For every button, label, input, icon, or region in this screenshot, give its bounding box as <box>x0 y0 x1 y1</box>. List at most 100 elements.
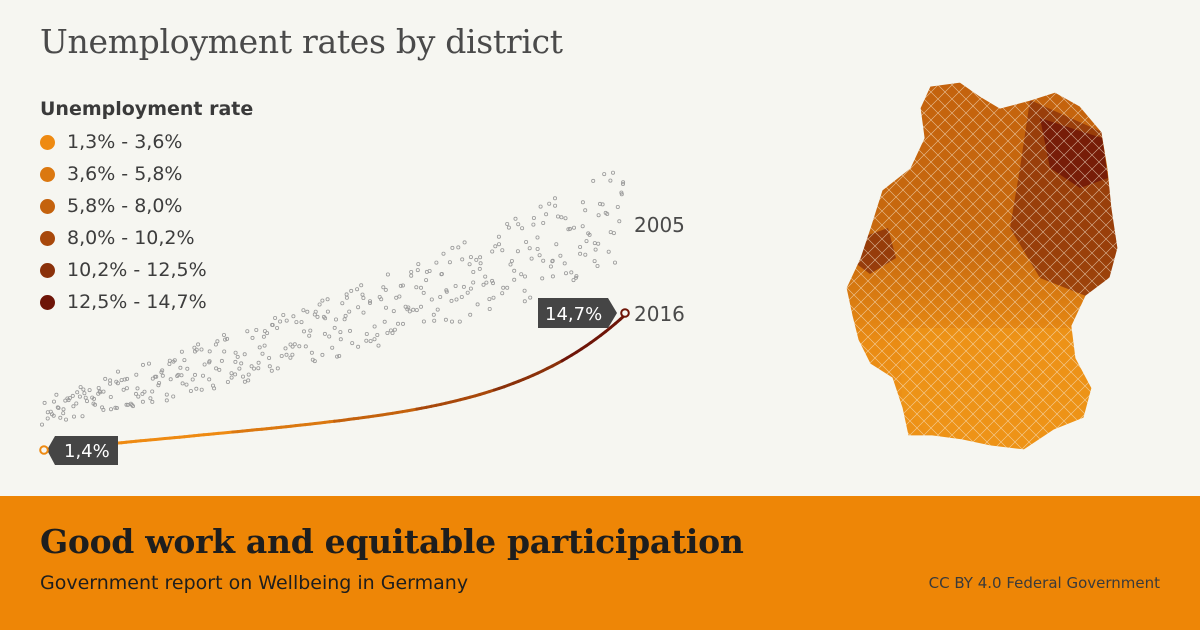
point-2005 <box>481 282 486 287</box>
series-label-2005: 2005 <box>634 213 685 237</box>
point-2005 <box>265 331 270 336</box>
point-2005 <box>596 241 601 246</box>
point-2005 <box>190 377 195 382</box>
point-2005 <box>261 334 266 339</box>
point-2005 <box>182 358 187 363</box>
point-2005 <box>278 319 283 324</box>
point-2005 <box>116 369 121 374</box>
point-2005 <box>592 241 597 246</box>
point-2005 <box>390 330 395 335</box>
point-2005 <box>449 319 454 324</box>
point-2005 <box>531 222 536 227</box>
point-2005 <box>347 309 352 314</box>
point-2005 <box>257 345 262 350</box>
series-label-2016: 2016 <box>634 302 685 326</box>
point-2005 <box>83 395 88 400</box>
point-2005 <box>207 359 212 364</box>
point-2005 <box>233 372 238 377</box>
point-2005 <box>80 414 85 419</box>
point-2005 <box>260 351 265 356</box>
point-2005 <box>196 342 201 347</box>
point-2005 <box>512 268 517 273</box>
point-2005 <box>376 343 381 348</box>
point-2005 <box>524 239 529 244</box>
point-2005 <box>515 249 520 254</box>
point-2005 <box>157 380 162 385</box>
point-2005 <box>65 396 70 401</box>
point-2005 <box>188 388 193 393</box>
point-2005 <box>270 322 275 327</box>
point-2005 <box>96 385 101 390</box>
point-2005 <box>523 274 528 279</box>
point-2005 <box>194 386 199 391</box>
point-2005 <box>333 317 338 322</box>
point-2005 <box>421 319 426 324</box>
point-2005 <box>531 215 536 220</box>
point-2005 <box>315 314 320 319</box>
point-2005 <box>229 375 234 380</box>
point-2005 <box>344 295 349 300</box>
point-2005 <box>148 396 153 401</box>
point-2005 <box>64 417 69 422</box>
point-2005 <box>562 261 567 266</box>
point-2005 <box>405 307 410 312</box>
point-2005 <box>313 309 318 314</box>
point-2005 <box>382 319 387 324</box>
point-2005 <box>355 287 360 292</box>
point-2005 <box>256 360 261 365</box>
point-2005 <box>602 172 607 177</box>
point-2005 <box>245 329 250 334</box>
point-2005 <box>303 344 308 349</box>
point-2005 <box>125 376 130 381</box>
point-2005 <box>317 302 322 307</box>
point-2005 <box>496 234 501 239</box>
legend: Unemployment rate 1,3% - 3,6% 3,6% - 5,8… <box>40 98 253 318</box>
point-2005 <box>299 320 304 325</box>
legend-swatch <box>40 166 55 182</box>
point-2005 <box>267 355 272 360</box>
point-2005 <box>478 261 483 266</box>
footer-subtitle: Government report on Wellbeing in German… <box>40 572 469 594</box>
point-2005 <box>327 334 332 339</box>
point-2005 <box>509 258 514 263</box>
point-2005 <box>262 343 267 348</box>
point-2005 <box>288 342 293 347</box>
point-2005 <box>184 382 189 387</box>
point-2005 <box>596 213 601 218</box>
point-2005 <box>593 247 598 252</box>
point-2005 <box>621 181 626 186</box>
point-2005 <box>608 178 613 183</box>
point-2005 <box>312 359 317 364</box>
point-2005 <box>553 203 558 208</box>
point-2005 <box>207 349 212 354</box>
point-2005 <box>528 295 533 300</box>
series-2016-line <box>42 313 627 452</box>
point-2005 <box>254 327 259 332</box>
point-2005 <box>434 260 439 265</box>
point-2005 <box>359 283 364 288</box>
point-2005 <box>512 277 517 282</box>
point-2005 <box>538 204 543 209</box>
point-2005 <box>500 248 505 253</box>
point-2005 <box>516 222 521 227</box>
point-2005 <box>605 211 610 216</box>
point-2005 <box>344 292 349 297</box>
point-2005 <box>301 308 306 313</box>
point-2005 <box>273 315 278 320</box>
point-2005 <box>556 214 561 219</box>
point-2005 <box>368 339 373 344</box>
point-2005 <box>471 280 476 285</box>
point-2005 <box>439 272 444 277</box>
legend-item: 8,0% - 10,2% <box>40 222 253 254</box>
point-2005 <box>580 200 585 205</box>
point-2005 <box>100 405 105 410</box>
point-2005 <box>140 399 145 404</box>
point-2005 <box>383 305 388 310</box>
point-2005 <box>592 259 597 264</box>
point-2005 <box>459 294 464 299</box>
point-2005 <box>564 271 569 276</box>
point-2005 <box>179 349 184 354</box>
point-2005 <box>383 287 388 292</box>
point-2005 <box>522 288 527 293</box>
point-2005 <box>167 358 172 363</box>
